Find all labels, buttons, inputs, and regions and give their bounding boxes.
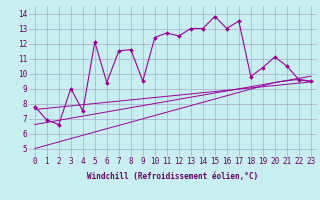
X-axis label: Windchill (Refroidissement éolien,°C): Windchill (Refroidissement éolien,°C)	[87, 172, 258, 181]
